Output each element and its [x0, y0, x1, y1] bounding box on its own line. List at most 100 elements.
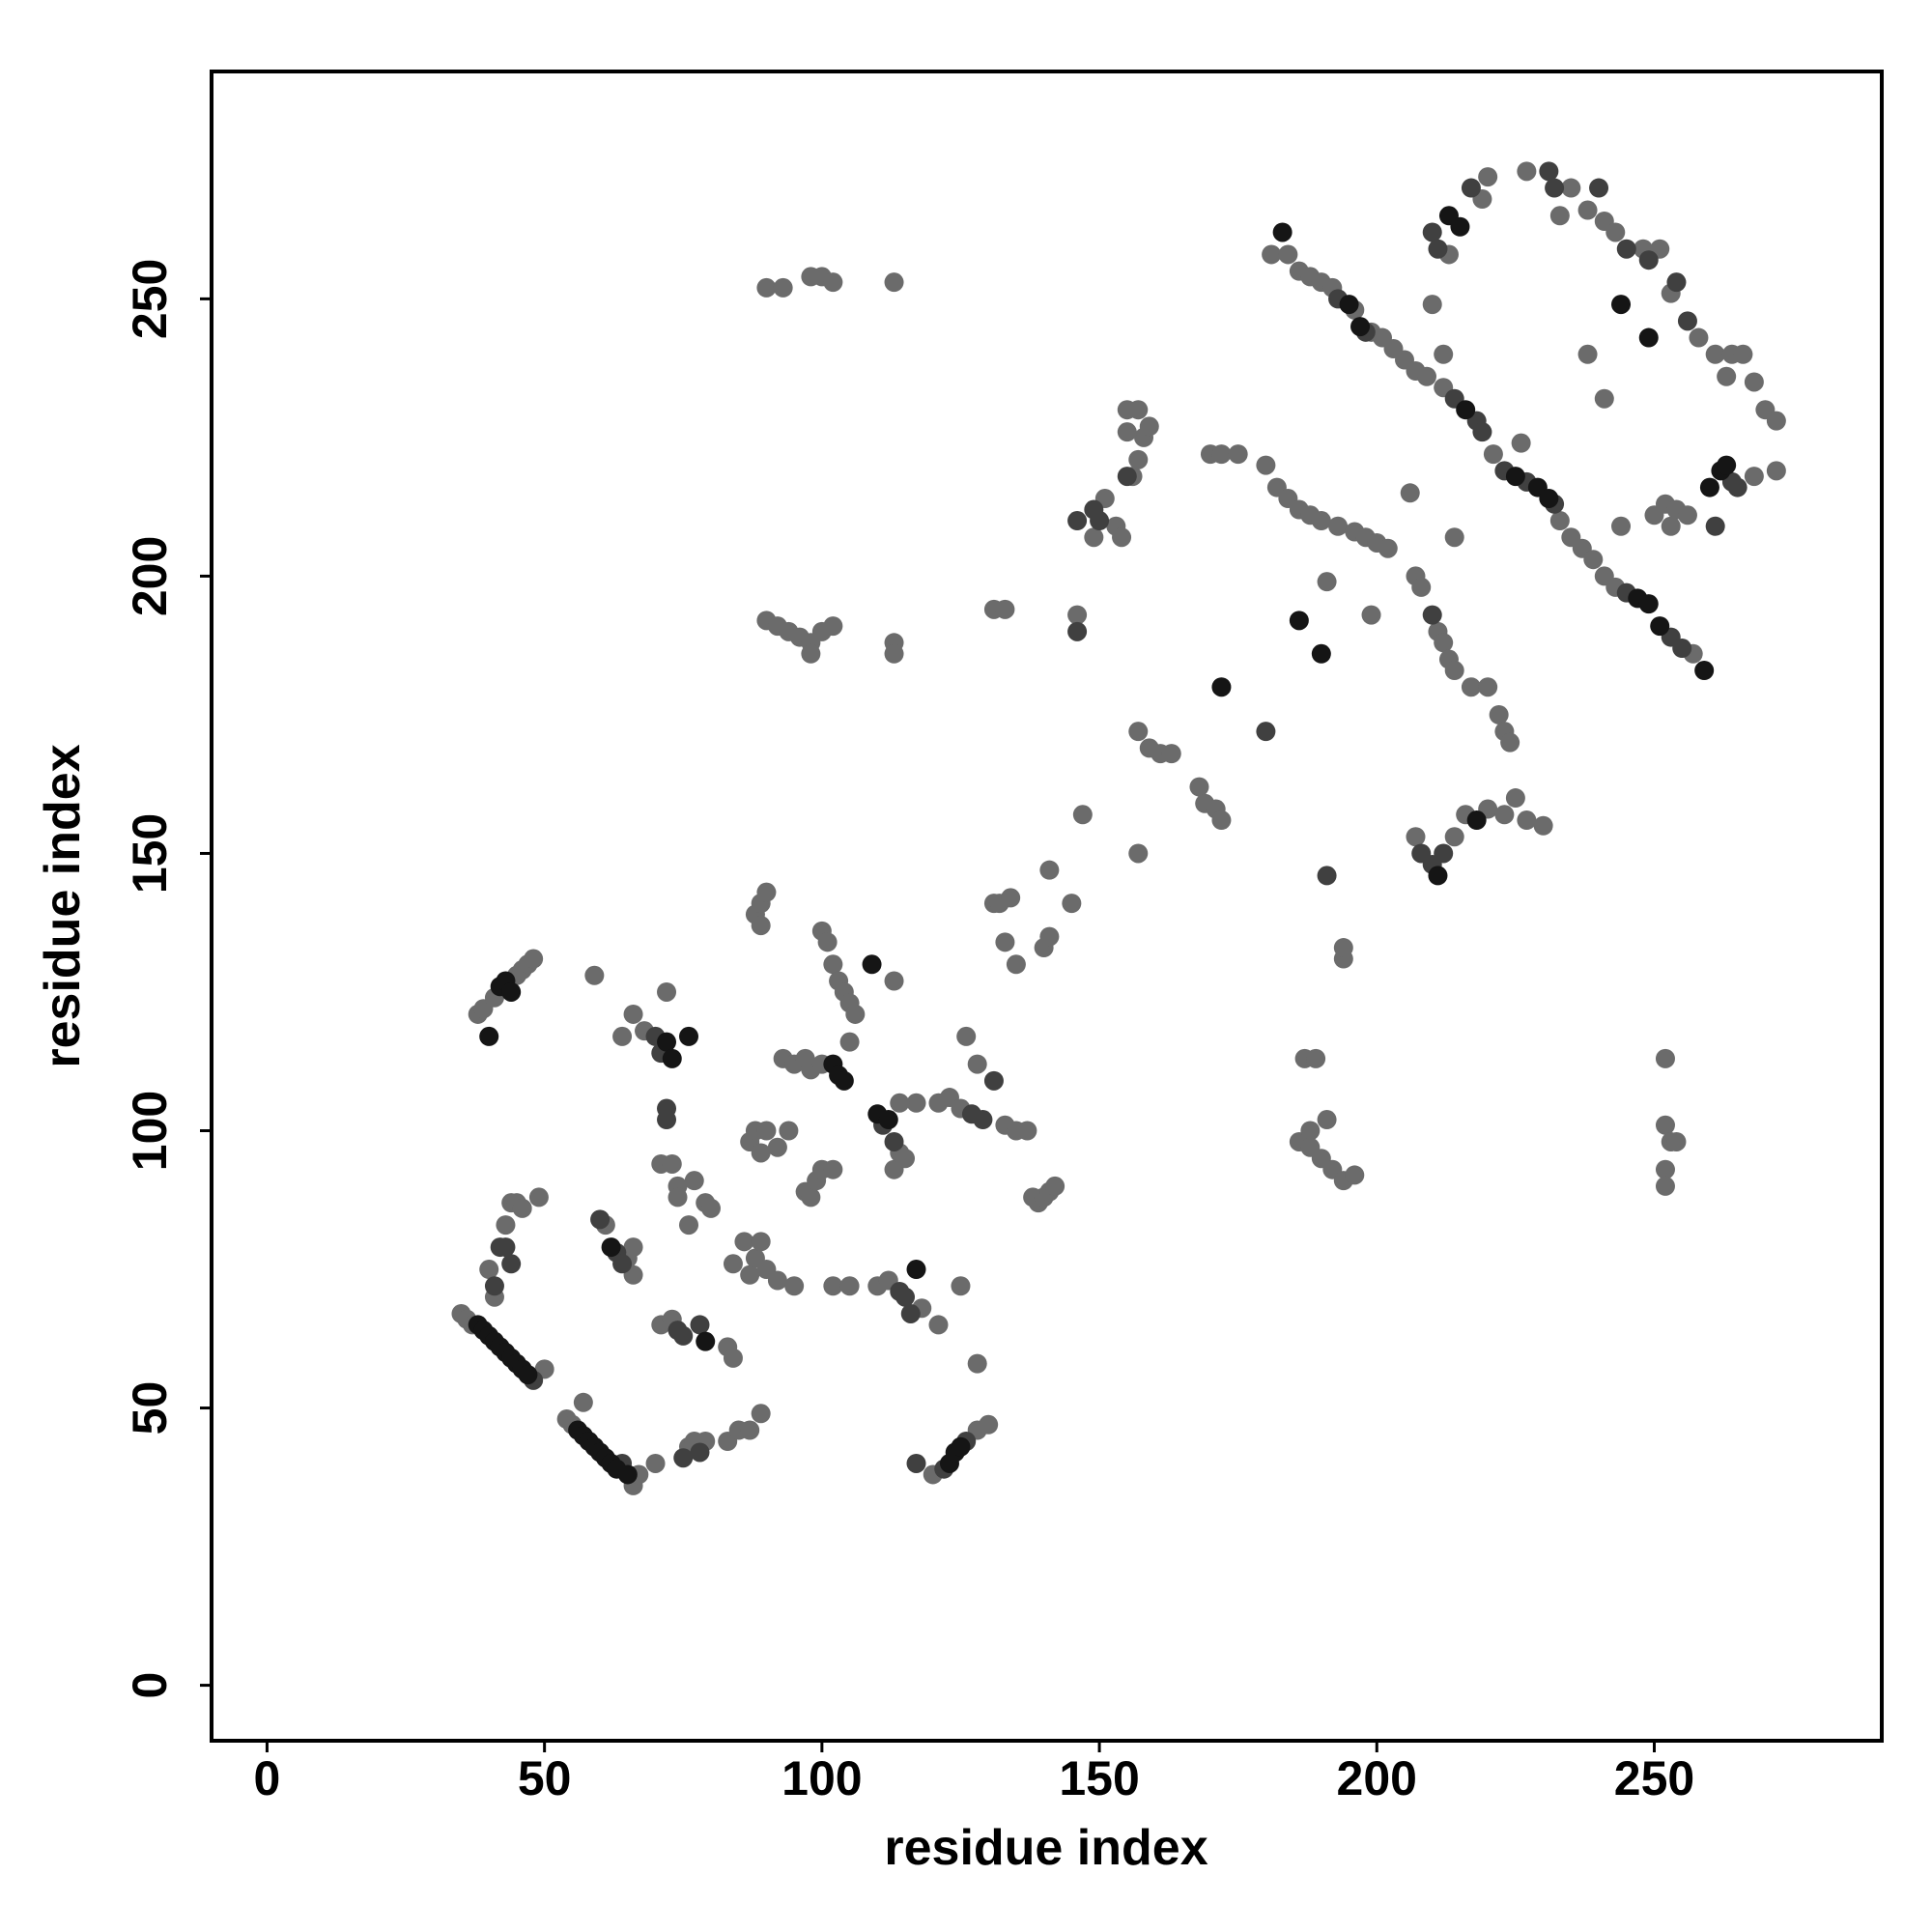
point — [884, 971, 904, 991]
point — [1611, 295, 1632, 315]
point — [1444, 827, 1464, 847]
point — [1062, 894, 1082, 914]
point — [1517, 810, 1537, 831]
point — [884, 1131, 904, 1151]
point — [751, 916, 771, 936]
point — [740, 1264, 760, 1285]
point — [662, 1153, 682, 1174]
x-tick-label: 250 — [1614, 1751, 1694, 1805]
point — [1650, 616, 1670, 637]
point — [1211, 810, 1232, 831]
point — [1117, 467, 1137, 487]
point — [1117, 422, 1137, 442]
point — [779, 1121, 799, 1141]
y-tick-label: 150 — [123, 813, 177, 894]
point — [662, 1048, 682, 1068]
point — [1067, 511, 1088, 531]
point — [1705, 516, 1725, 536]
point — [518, 1365, 538, 1385]
point — [700, 1198, 721, 1218]
point — [1444, 527, 1464, 548]
point — [1461, 178, 1481, 198]
point — [623, 1004, 643, 1024]
point — [1511, 433, 1531, 453]
point — [590, 1209, 611, 1230]
point — [1161, 744, 1181, 764]
y-tick-label: 200 — [123, 536, 177, 616]
point — [1084, 527, 1104, 548]
point — [1505, 788, 1525, 809]
point — [679, 1215, 698, 1236]
point — [983, 1070, 1004, 1091]
point — [1549, 206, 1570, 226]
point — [679, 1026, 698, 1046]
point — [1744, 372, 1764, 392]
point — [1400, 483, 1420, 503]
point — [995, 932, 1015, 952]
point — [1766, 411, 1786, 431]
point — [1428, 866, 1448, 886]
point — [756, 882, 777, 902]
point — [1278, 244, 1298, 265]
x-axis-title: residue index — [884, 1820, 1208, 1876]
point — [1605, 222, 1626, 242]
point — [801, 1187, 821, 1208]
point — [496, 1215, 516, 1236]
point — [1478, 677, 1498, 697]
point — [1461, 677, 1481, 697]
point — [584, 965, 605, 985]
x-tick-label: 200 — [1337, 1751, 1417, 1805]
point — [995, 599, 1015, 619]
point — [1128, 400, 1149, 420]
point — [1577, 344, 1598, 364]
point — [1489, 704, 1509, 724]
point — [1345, 1165, 1365, 1185]
point — [1317, 1110, 1337, 1130]
point — [673, 1325, 694, 1346]
point — [673, 1448, 694, 1468]
point — [823, 272, 843, 293]
point — [612, 1254, 633, 1274]
point — [1228, 444, 1248, 465]
point — [1655, 1159, 1675, 1179]
point — [756, 1121, 777, 1141]
point — [1661, 516, 1681, 536]
point — [1256, 455, 1276, 475]
point — [756, 277, 777, 298]
point — [1289, 611, 1309, 631]
point — [878, 1110, 898, 1130]
point — [1434, 843, 1454, 864]
point — [1189, 777, 1209, 797]
point — [684, 1171, 704, 1191]
point — [900, 1303, 921, 1323]
point — [1090, 511, 1110, 531]
point — [1577, 200, 1598, 220]
point — [1505, 467, 1525, 487]
point — [801, 643, 821, 664]
point — [1139, 416, 1159, 437]
point — [973, 1110, 993, 1130]
point — [1655, 1048, 1675, 1068]
point — [1300, 1137, 1321, 1157]
point — [1456, 400, 1476, 420]
point — [1211, 677, 1232, 697]
point — [479, 1026, 499, 1046]
point — [1262, 244, 1282, 265]
point — [773, 277, 793, 298]
point — [1450, 216, 1470, 237]
point — [1333, 938, 1353, 958]
point — [1422, 605, 1442, 625]
point — [823, 1159, 843, 1179]
point — [1378, 538, 1398, 558]
point — [1272, 222, 1293, 242]
point — [1494, 805, 1515, 825]
point — [823, 616, 843, 637]
point — [1411, 843, 1432, 864]
point — [1128, 843, 1149, 864]
point — [784, 1276, 805, 1296]
point — [890, 1093, 910, 1113]
point — [1339, 295, 1359, 315]
point — [645, 1453, 666, 1473]
point — [1350, 317, 1371, 337]
point — [767, 1137, 787, 1157]
